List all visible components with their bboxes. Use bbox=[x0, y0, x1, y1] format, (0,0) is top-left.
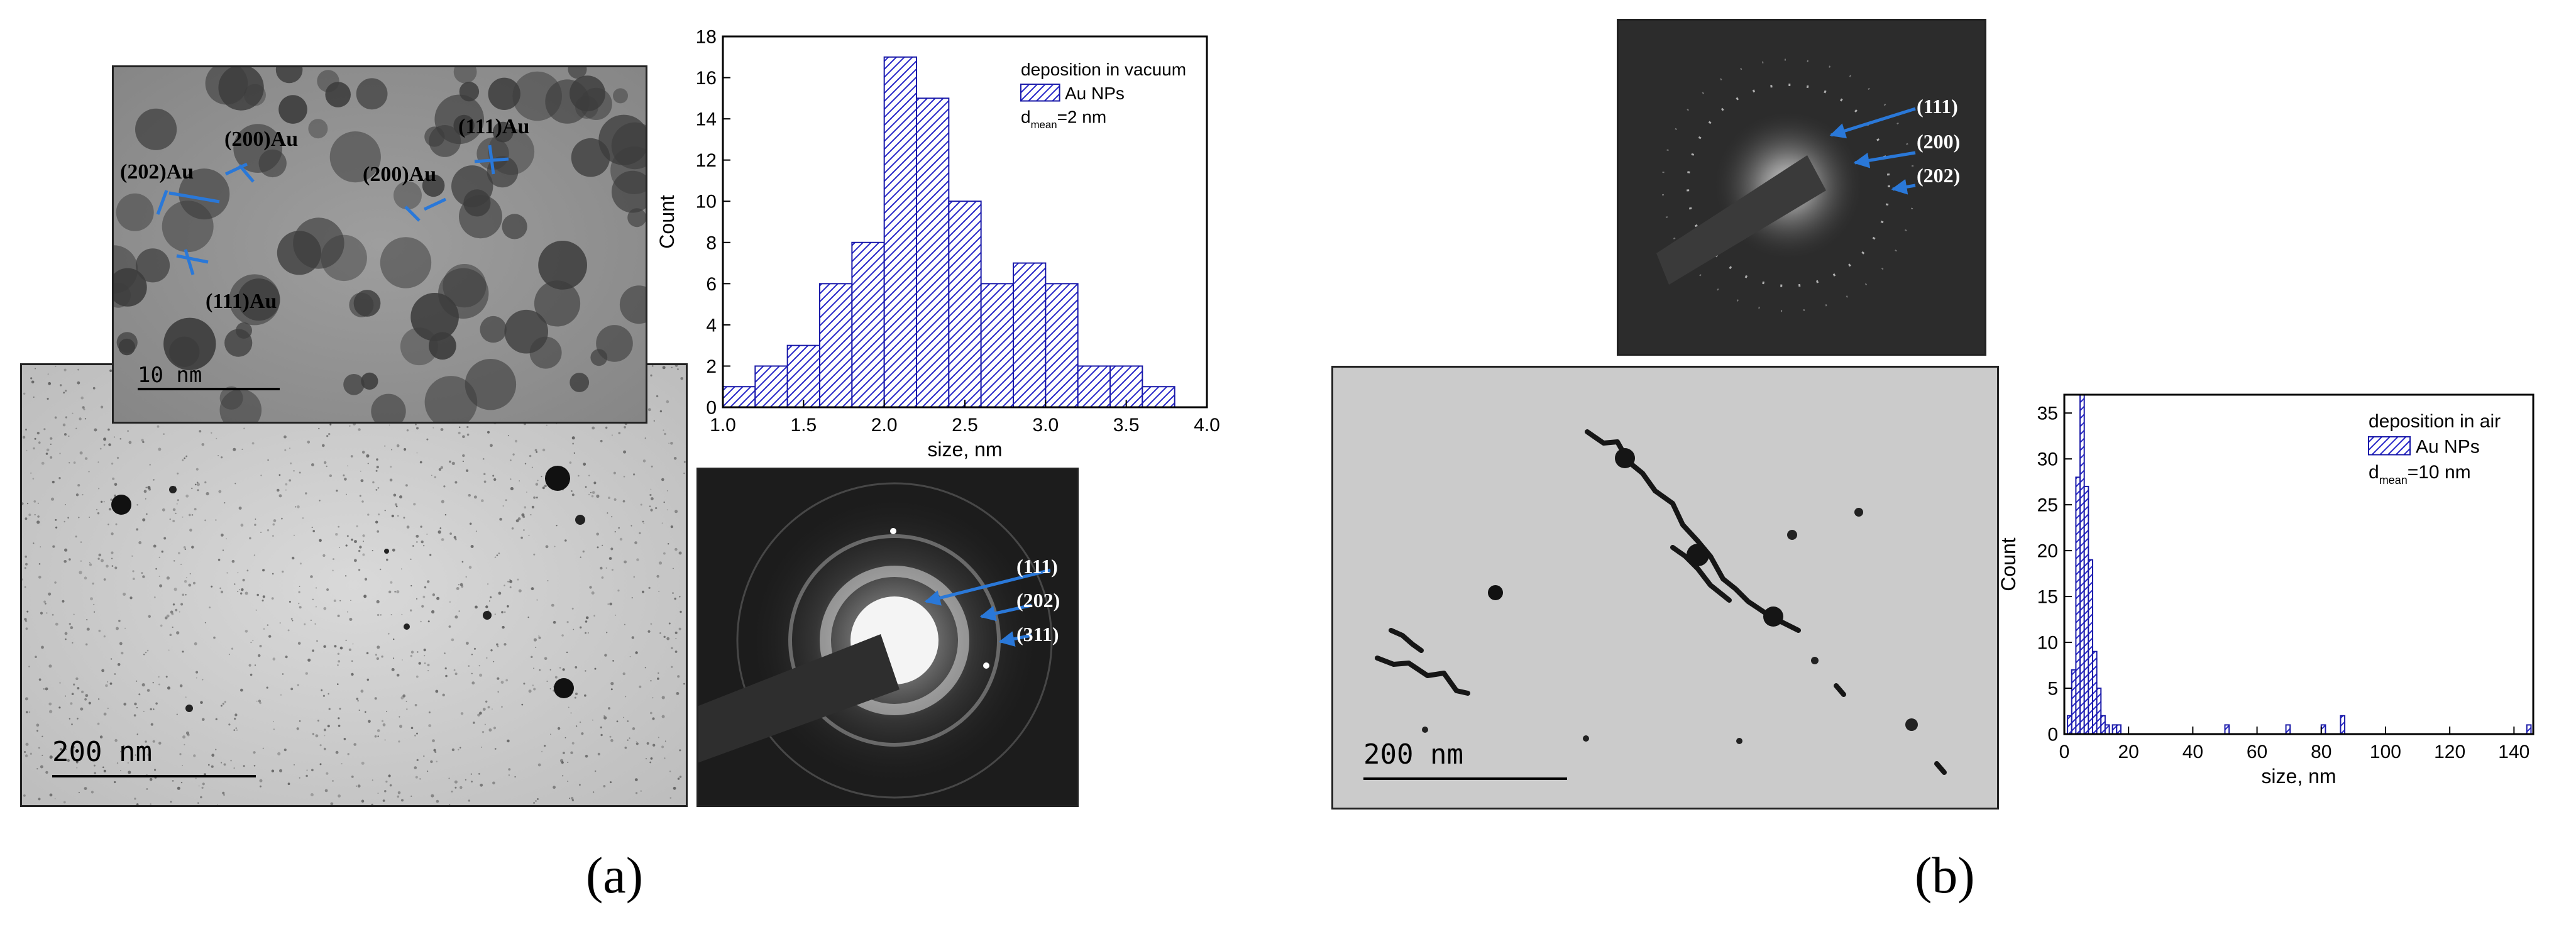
histogram-bar bbox=[722, 386, 756, 409]
plot-frame bbox=[2063, 393, 2535, 735]
scale-bar-label: 200 nm bbox=[1363, 738, 1463, 771]
scale-bar-label: 10 nm bbox=[138, 363, 202, 388]
hrtem-annotation: (202)Au bbox=[120, 160, 194, 184]
histogram-bar bbox=[980, 283, 1015, 409]
x-tick-label: 80 bbox=[2311, 742, 2331, 762]
x-tick-label: 120 bbox=[2434, 742, 2465, 762]
y-tick-label: 12 bbox=[696, 150, 717, 171]
y-tick-label: 8 bbox=[706, 233, 717, 253]
histogram-air: 0 20 40 60 80 100 120 140 0 5 10 15 20 25 30 35 size, nm… bbox=[1999, 393, 2535, 788]
y-tick-label: 25 bbox=[2037, 495, 2058, 516]
histogram-bar bbox=[2340, 715, 2346, 735]
histogram-bar bbox=[948, 200, 982, 408]
saed-pattern-air: (111) (200) (202) bbox=[1617, 19, 1986, 356]
histogram-bar bbox=[1045, 283, 1079, 409]
scale-bar-label: 200 nm bbox=[52, 736, 152, 768]
x-tick-label: 2.5 bbox=[952, 415, 978, 436]
histogram-bar bbox=[786, 344, 821, 409]
histogram-bar bbox=[2526, 724, 2532, 735]
legend-title: deposition in vacuum bbox=[1021, 60, 1186, 79]
hrtem-image-canvas bbox=[114, 67, 646, 422]
tem-image-air: 200 nm bbox=[1331, 366, 1999, 810]
y-tick-label: 6 bbox=[706, 274, 717, 295]
y-tick-label: 2 bbox=[706, 356, 717, 377]
histogram-bar bbox=[1077, 365, 1111, 409]
x-tick-label: 60 bbox=[2247, 742, 2267, 762]
histogram-bar bbox=[1013, 262, 1047, 408]
x-tick-label: 40 bbox=[2182, 742, 2203, 762]
saed-ring-label: (202) bbox=[1016, 589, 1060, 612]
y-tick-label: 14 bbox=[696, 109, 717, 130]
histogram-bar bbox=[2285, 724, 2291, 735]
saed-ring-label: (311) bbox=[1016, 623, 1059, 645]
y-tick-label: 5 bbox=[2047, 679, 2058, 700]
panel-caption-a: (a) bbox=[586, 847, 644, 904]
y-tick-label: 10 bbox=[2037, 633, 2058, 654]
hrtem-annotation: (200)Au bbox=[363, 163, 437, 186]
y-axis-label: Count bbox=[656, 195, 678, 249]
histogram-bar bbox=[2224, 724, 2230, 735]
hrtem-annotation: (111)Au bbox=[206, 290, 277, 313]
x-tick-label: 1.5 bbox=[790, 415, 817, 436]
legend-dmean: dmean=10 nm bbox=[2369, 462, 2471, 486]
x-tick-label: 1.0 bbox=[710, 415, 736, 436]
hrtem-annotation: (200)Au bbox=[224, 128, 299, 151]
lattice-particles bbox=[114, 67, 646, 422]
saed-ring-label: (200) bbox=[1917, 130, 1961, 153]
legend-entry: Au NPs bbox=[1065, 84, 1125, 103]
hrtem-annotation: (111)Au bbox=[458, 115, 530, 138]
x-axis-label: size, nm bbox=[2261, 765, 2336, 788]
saed-pattern-vacuum: (111) (202) (311) bbox=[696, 468, 1079, 807]
x-tick-label: 0 bbox=[2059, 742, 2070, 762]
y-tick-label: 10 bbox=[696, 192, 717, 212]
x-tick-label: 2.0 bbox=[871, 415, 898, 436]
y-tick-label: 35 bbox=[2037, 403, 2058, 424]
histogram-vacuum: 1.0 1.5 2.0 2.5 3.0 3.5 4.0 0 2 4 6 8 10 12 14 16 18 size… bbox=[656, 27, 1220, 461]
tem-image-vacuum-canvas bbox=[22, 365, 686, 805]
legend-swatch bbox=[1020, 84, 1060, 102]
x-tick-label: 20 bbox=[2118, 742, 2139, 762]
histogram-bar bbox=[819, 283, 853, 409]
saed-pattern-air-canvas bbox=[1619, 21, 1984, 354]
y-tick-label: 16 bbox=[696, 68, 717, 89]
y-tick-label: 30 bbox=[2037, 449, 2058, 470]
tem-image-vacuum: 200 nm bbox=[20, 363, 688, 807]
saed-ring-label: (111) bbox=[1917, 95, 1958, 118]
histogram-bar bbox=[851, 241, 885, 408]
x-axis-label: size, nm bbox=[927, 438, 1002, 461]
saed-ring-label: (111) bbox=[1016, 555, 1058, 578]
x-tick-label: 3.0 bbox=[1032, 415, 1059, 436]
nanoparticle-field bbox=[22, 365, 686, 805]
saed-ring-label: (202) bbox=[1917, 164, 1961, 187]
y-tick-label: 18 bbox=[696, 27, 717, 48]
legend-dmean: dmean=2 nm bbox=[1021, 107, 1106, 131]
legend-title: deposition in air bbox=[2369, 411, 2501, 432]
histogram-bar bbox=[754, 365, 788, 409]
y-tick-label: 0 bbox=[2047, 725, 2058, 745]
histogram-bar bbox=[1142, 386, 1175, 409]
hrtem-image: (202)Au (200)Au (111)Au (200)Au (111)Au … bbox=[112, 65, 647, 424]
legend-swatch bbox=[2368, 436, 2411, 456]
tem-image-air-canvas bbox=[1333, 368, 1997, 808]
y-tick-label: 4 bbox=[706, 315, 717, 336]
y-tick-label: 20 bbox=[2037, 541, 2058, 562]
legend-entry: Au NPs bbox=[2416, 437, 2480, 458]
x-tick-label: 4.0 bbox=[1194, 415, 1220, 436]
histogram-bar bbox=[2116, 724, 2122, 735]
x-tick-label: 3.5 bbox=[1113, 415, 1140, 436]
saed-pattern-vacuum-canvas bbox=[698, 469, 1077, 805]
y-tick-label: 0 bbox=[706, 398, 717, 419]
x-tick-label: 100 bbox=[2370, 742, 2401, 762]
y-tick-label: 15 bbox=[2037, 587, 2058, 608]
panel-caption-b: (b) bbox=[1915, 847, 1975, 904]
x-tick-label: 140 bbox=[2498, 742, 2529, 762]
histogram-bar bbox=[883, 56, 917, 409]
y-axis-label: Count bbox=[1999, 537, 2020, 591]
histogram-bar bbox=[2104, 724, 2110, 735]
histogram-bar bbox=[916, 97, 950, 408]
